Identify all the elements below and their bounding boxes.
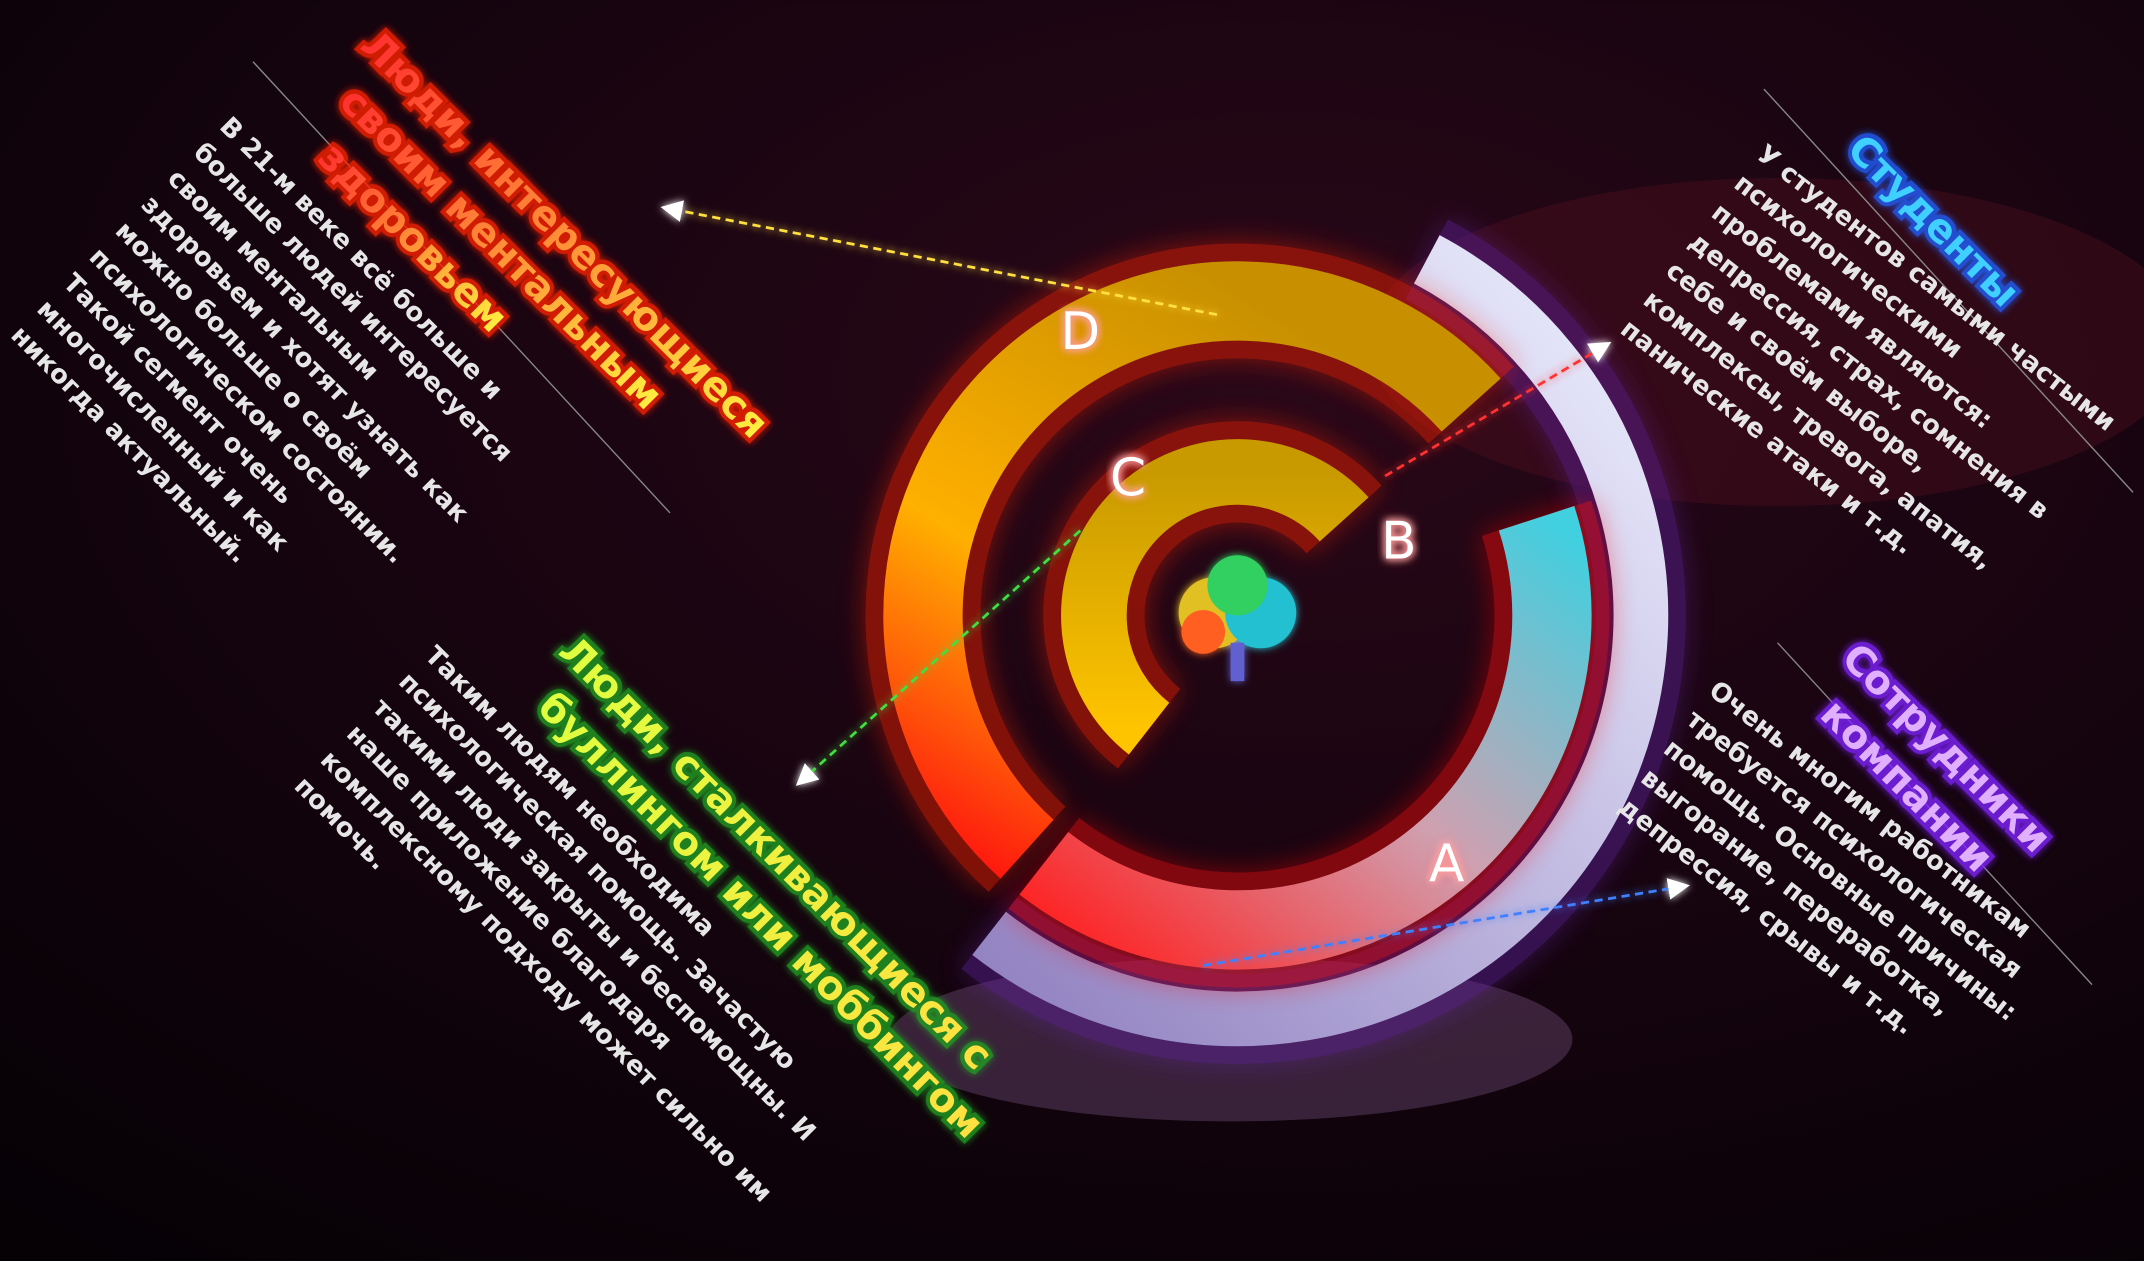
ring-segment bbox=[1019, 506, 1592, 970]
segment-letter: A bbox=[1429, 834, 1465, 894]
segment-letter: B bbox=[1381, 511, 1417, 571]
segment-letter: C bbox=[1110, 448, 1146, 508]
arrow bbox=[795, 529, 1082, 786]
arrows bbox=[660, 200, 1690, 967]
ring-segment bbox=[883, 261, 1501, 879]
segment-letter: D bbox=[1060, 302, 1100, 362]
arrow bbox=[660, 200, 1218, 316]
arrow bbox=[1384, 341, 1612, 478]
ring-segment bbox=[972, 235, 1669, 1047]
brain bbox=[1178, 555, 1297, 682]
divider bbox=[1763, 88, 2134, 493]
divider bbox=[1777, 642, 2093, 986]
ring-segment bbox=[1061, 439, 1369, 755]
rings bbox=[865, 219, 1686, 1064]
divider bbox=[252, 61, 671, 514]
